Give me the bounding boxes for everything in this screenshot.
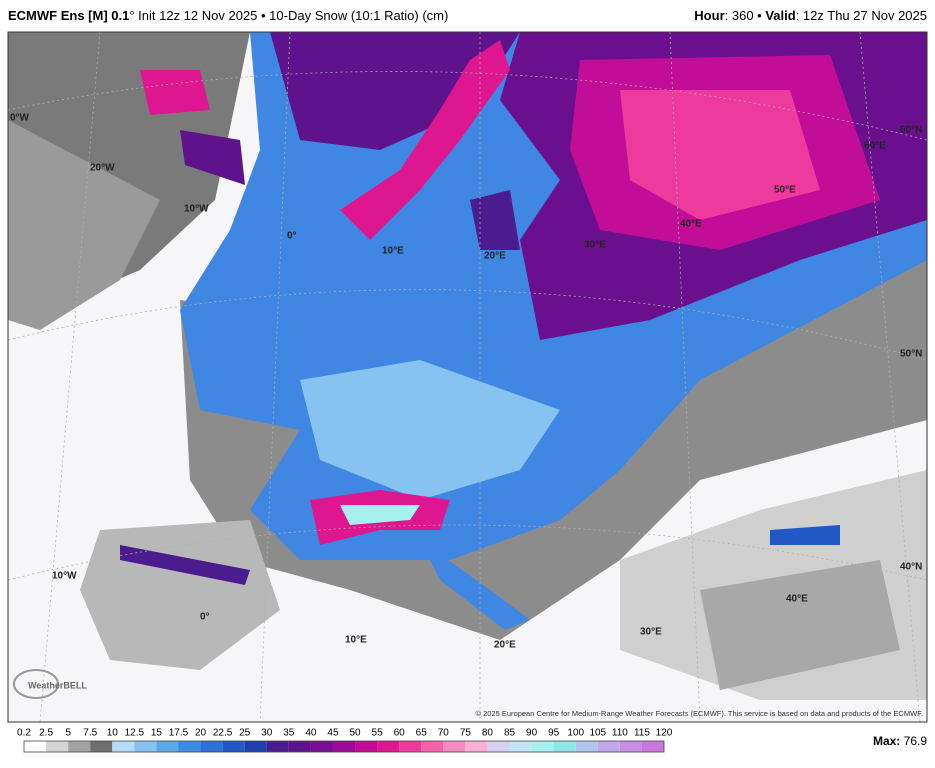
colorbar-swatch bbox=[509, 741, 532, 752]
valid-label: Valid bbox=[765, 8, 795, 23]
colorbar-swatch bbox=[178, 741, 201, 752]
colorbar-tick-label: 85 bbox=[504, 728, 516, 739]
colorbar-tick-label: 10 bbox=[107, 728, 119, 739]
hour-value: : 360 • bbox=[725, 8, 766, 23]
colorbar-swatch bbox=[575, 741, 598, 752]
colorbar-swatch bbox=[90, 741, 113, 752]
colorbar-tick-label: 7.5 bbox=[83, 728, 97, 739]
map-label: 0°W bbox=[10, 113, 30, 124]
colorbar-tick-label: 20 bbox=[195, 728, 207, 739]
map-label: 20°W bbox=[90, 163, 115, 174]
colorbar-swatch bbox=[531, 741, 554, 752]
colorbar-tick-label: 105 bbox=[589, 728, 606, 739]
map-label: 50°N bbox=[900, 349, 922, 360]
colorbar-swatch bbox=[487, 741, 510, 752]
map-label: 40°E bbox=[786, 594, 808, 605]
colorbar-swatch bbox=[222, 741, 245, 752]
map-label: 20°E bbox=[494, 640, 516, 651]
colorbar-tick-label: 120 bbox=[656, 728, 673, 739]
colorbar-tick-label: 55 bbox=[372, 728, 384, 739]
colorbar-swatch bbox=[399, 741, 422, 752]
colorbar-tick-label: 80 bbox=[482, 728, 494, 739]
colorbar-tick-label: 0.2 bbox=[17, 728, 31, 739]
colorbar-tick-label: 2.5 bbox=[39, 728, 53, 739]
hour-label: Hour bbox=[694, 8, 724, 23]
colorbar-tick-label: 17.5 bbox=[169, 728, 189, 739]
max-readout: Max: 76.9 bbox=[873, 734, 927, 748]
map-label: 30°E bbox=[640, 627, 662, 638]
colorbar-tick-label: 110 bbox=[612, 728, 628, 739]
colorbar-swatch bbox=[134, 741, 157, 752]
colorbar-tick-label: 100 bbox=[567, 728, 584, 739]
colorbar-swatch bbox=[46, 741, 69, 752]
map-label: 10°W bbox=[52, 571, 77, 582]
colorbar-tick-label: 30 bbox=[261, 728, 273, 739]
model: ECMWF Ens [M] 0.1 bbox=[8, 8, 129, 23]
colorbar-tick-label: 75 bbox=[460, 728, 472, 739]
colorbar-tick-label: 115 bbox=[634, 728, 650, 739]
max-value: 76.9 bbox=[904, 734, 928, 748]
colorbar-tick-label: 40 bbox=[305, 728, 317, 739]
header-left: ECMWF Ens [M] 0.1° Init 12z 12 Nov 2025 … bbox=[8, 8, 448, 23]
colorbar-tick-label: 22.5 bbox=[213, 728, 233, 739]
map-label: 40°E bbox=[680, 219, 702, 230]
colorbar-swatch bbox=[310, 741, 333, 752]
colorbar-swatch bbox=[156, 741, 179, 752]
colorbar-swatch bbox=[68, 741, 91, 752]
map-label: 20°E bbox=[484, 251, 506, 262]
logo: WeatherBELL bbox=[28, 680, 87, 690]
colorbar-swatch bbox=[619, 741, 642, 752]
colorbar-tick-label: 35 bbox=[283, 728, 295, 739]
colorbar-swatch bbox=[24, 741, 47, 752]
map-label: 40°N bbox=[900, 562, 922, 573]
map-label: 10°E bbox=[345, 635, 367, 646]
colorbar-swatch bbox=[377, 741, 400, 752]
colorbar-tick-label: 45 bbox=[327, 728, 339, 739]
colorbar-frame bbox=[23, 740, 665, 753]
colorbar-tick-label: 65 bbox=[416, 728, 428, 739]
colorbar-tick-label: 60 bbox=[394, 728, 406, 739]
colorbar-swatch bbox=[266, 741, 289, 752]
max-label: Max: bbox=[873, 734, 900, 748]
map-label: 50°E bbox=[774, 185, 796, 196]
map: 0°W 20°W 10°W 0° 10°E 20°E 30°E 40°E 50°… bbox=[7, 31, 928, 723]
colorbar-tick-label: 15 bbox=[151, 728, 163, 739]
colorbar-tick-label: 90 bbox=[526, 728, 538, 739]
colorbar-tick-label: 25 bbox=[239, 728, 251, 739]
colorbar-swatch bbox=[244, 741, 267, 752]
colorbar-swatch bbox=[597, 741, 620, 752]
colorbar-swatch bbox=[465, 741, 488, 752]
colorbar-swatch bbox=[288, 741, 311, 752]
colorbar-tick-label: 5 bbox=[65, 728, 71, 739]
colorbar-swatch bbox=[332, 741, 356, 752]
map-label: 30°E bbox=[584, 240, 606, 251]
copyright: © 2025 European Centre for Medium-Range … bbox=[475, 709, 923, 718]
colorbar-swatch bbox=[443, 741, 466, 752]
colorbar-tick-label: 50 bbox=[349, 728, 361, 739]
colorbar-swatch bbox=[421, 741, 444, 752]
colorbar-swatch bbox=[112, 741, 135, 752]
colorbar-swatch bbox=[553, 741, 576, 752]
colorbar-tick-label: 70 bbox=[438, 728, 450, 739]
map-label: 0° bbox=[287, 231, 297, 242]
map-label: 10°E bbox=[382, 246, 404, 257]
colorbar-tick-label: 12.5 bbox=[125, 728, 145, 739]
colorbar-swatch bbox=[200, 741, 223, 752]
map-label: 60°E bbox=[864, 141, 886, 152]
map-label: 10°W bbox=[184, 204, 209, 215]
map-label: 0° bbox=[200, 612, 210, 623]
map-label: 60°N bbox=[900, 125, 922, 136]
header-right: Hour: 360 • Valid: 12z Thu 27 Nov 2025 bbox=[694, 8, 927, 23]
colorbar-tick-label: 95 bbox=[548, 728, 560, 739]
logo-mark bbox=[13, 669, 59, 699]
colorbar-swatch bbox=[641, 741, 664, 752]
valid-value: : 12z Thu 27 Nov 2025 bbox=[796, 8, 927, 23]
colorbar-swatch bbox=[355, 741, 378, 752]
header-details: ° Init 12z 12 Nov 2025 • 10-Day Snow (10… bbox=[129, 8, 448, 23]
colorbar: 0.2 2.5 5 7.5 10 12.5 15 17.5 20 22.5 25 30 35 40 45 50… bbox=[17, 728, 673, 753]
